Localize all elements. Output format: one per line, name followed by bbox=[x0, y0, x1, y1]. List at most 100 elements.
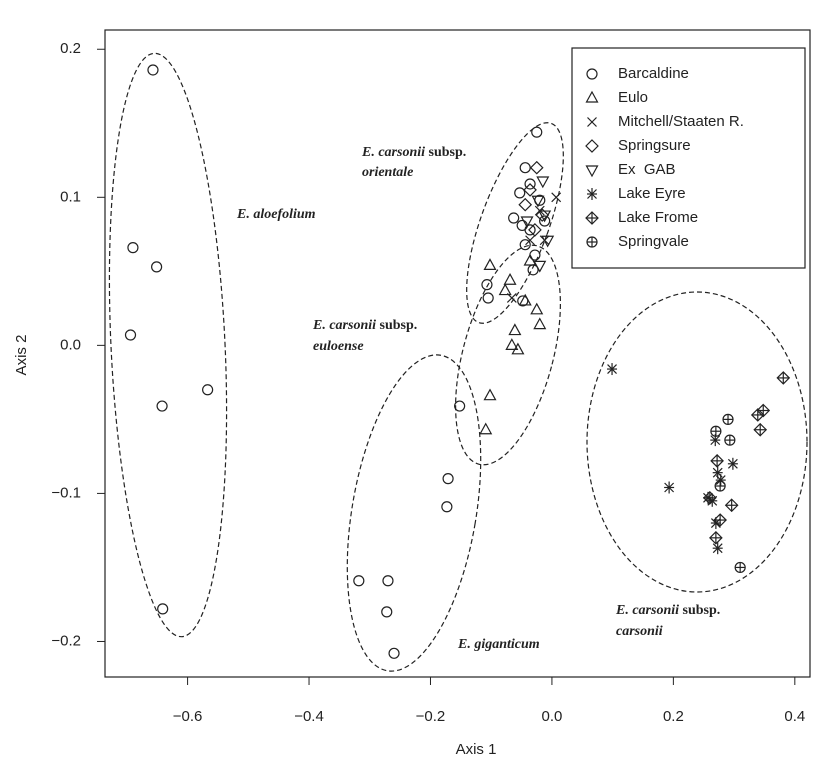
marker-shape bbox=[529, 160, 544, 175]
y-axis-label: Axis 2 bbox=[13, 335, 30, 376]
marker-shape bbox=[530, 302, 544, 315]
point bbox=[529, 160, 544, 175]
marker-shape bbox=[664, 482, 675, 493]
plot-frame bbox=[104, 29, 811, 678]
point bbox=[525, 235, 535, 246]
point bbox=[714, 480, 726, 492]
marker-shape bbox=[541, 235, 555, 248]
marker-shape bbox=[528, 223, 542, 237]
marker-shape bbox=[587, 117, 597, 127]
point bbox=[538, 210, 552, 223]
annotation: E. carsonii subsp. bbox=[361, 145, 466, 160]
legend-marker bbox=[587, 188, 597, 200]
annotation: E. carsonii subsp. bbox=[312, 318, 417, 333]
marker-shape bbox=[712, 467, 723, 478]
marker-shape bbox=[727, 458, 738, 469]
marker-shape bbox=[586, 68, 598, 80]
point bbox=[524, 224, 536, 236]
marker-shape bbox=[710, 435, 721, 446]
point bbox=[533, 260, 547, 273]
marker-shape bbox=[585, 165, 599, 178]
marker-shape bbox=[479, 422, 493, 435]
point bbox=[536, 176, 550, 189]
point bbox=[147, 64, 159, 76]
point bbox=[454, 400, 466, 412]
point bbox=[664, 481, 675, 494]
point bbox=[481, 279, 493, 291]
point bbox=[724, 498, 739, 513]
point bbox=[713, 513, 727, 527]
point bbox=[528, 223, 542, 237]
group-ellipse bbox=[108, 52, 228, 638]
legend-marker bbox=[586, 236, 598, 248]
marker-shape bbox=[157, 603, 169, 615]
annotation-rank: subsp. bbox=[683, 603, 721, 618]
marker-shape bbox=[585, 139, 599, 153]
marker-shape bbox=[536, 176, 550, 189]
annotation: carsonii bbox=[616, 624, 663, 639]
marker-shape bbox=[505, 338, 519, 350]
marker-shape bbox=[202, 384, 214, 396]
legend-label: Springvale bbox=[618, 233, 689, 250]
point bbox=[702, 491, 717, 505]
marker-shape bbox=[156, 400, 168, 412]
point bbox=[441, 501, 453, 513]
marker-shape bbox=[483, 258, 497, 271]
point bbox=[518, 197, 533, 212]
legend-label: Springsure bbox=[618, 137, 691, 154]
annotation-rank: subsp. bbox=[380, 318, 418, 333]
marker-shape bbox=[518, 197, 533, 212]
marker-shape bbox=[506, 293, 517, 303]
legend-box bbox=[571, 47, 806, 269]
point bbox=[727, 457, 738, 470]
marker-shape bbox=[520, 216, 534, 229]
point bbox=[523, 183, 537, 197]
group-ellipse bbox=[346, 354, 482, 672]
group-ellipse bbox=[466, 122, 564, 324]
marker-shape bbox=[524, 178, 536, 190]
point bbox=[506, 293, 517, 303]
point bbox=[511, 342, 525, 355]
marker-shape bbox=[508, 212, 520, 224]
legend-label: Mitchell/Staaten R. bbox=[618, 113, 744, 130]
point bbox=[541, 235, 555, 248]
x-tick-label: 0.0 bbox=[541, 708, 562, 725]
marker-shape bbox=[533, 317, 547, 330]
point bbox=[353, 575, 365, 587]
x-tick-label: −0.6 bbox=[173, 708, 203, 725]
legend-marker bbox=[585, 90, 599, 103]
marker-shape bbox=[442, 473, 454, 485]
marker-shape bbox=[441, 501, 453, 513]
point bbox=[202, 384, 214, 396]
point bbox=[530, 302, 544, 315]
point bbox=[734, 561, 746, 574]
point bbox=[551, 192, 562, 203]
point bbox=[388, 647, 400, 659]
marker-shape bbox=[551, 192, 562, 203]
marker-shape bbox=[712, 543, 723, 554]
annotation-rank: subsp. bbox=[429, 145, 467, 160]
marker-shape bbox=[585, 90, 599, 103]
point bbox=[776, 371, 791, 385]
marker-shape bbox=[519, 162, 531, 174]
point bbox=[517, 295, 529, 307]
x-tick-label: 0.4 bbox=[784, 708, 805, 725]
point bbox=[519, 239, 531, 251]
legend-label: Eulo bbox=[618, 89, 648, 106]
point bbox=[127, 242, 139, 254]
annotation: E. giganticum bbox=[457, 637, 540, 652]
marker-shape bbox=[481, 279, 493, 291]
marker-shape bbox=[525, 235, 535, 246]
point bbox=[518, 293, 532, 306]
legend-marker bbox=[585, 165, 599, 178]
point bbox=[722, 413, 734, 425]
y-tick-label: 0.1 bbox=[60, 188, 81, 205]
point bbox=[508, 323, 522, 336]
point bbox=[533, 317, 547, 330]
marker-shape bbox=[388, 647, 400, 659]
marker-shape bbox=[503, 272, 517, 285]
marker-shape bbox=[607, 364, 617, 374]
legend-marker bbox=[587, 117, 597, 127]
marker-shape bbox=[524, 224, 536, 236]
